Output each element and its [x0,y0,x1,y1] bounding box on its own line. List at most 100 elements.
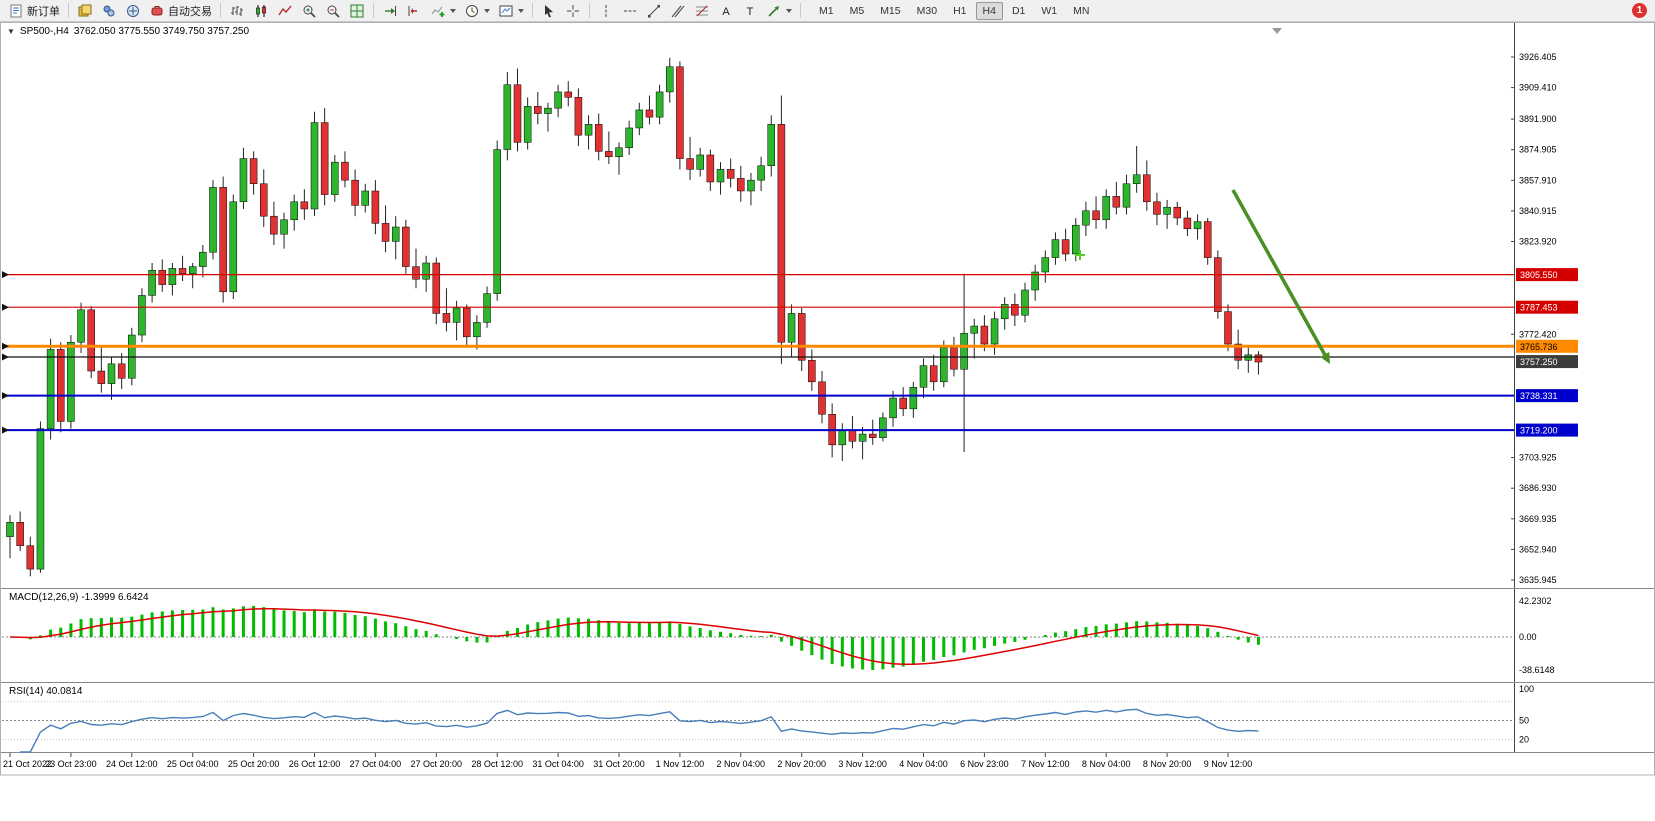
rsi-axis-label: 100 [1519,684,1534,694]
channel-tool-button[interactable] [666,1,690,21]
trendline-tool-button[interactable] [642,1,666,21]
candle [493,149,501,294]
separator [68,3,69,18]
template-icon [498,3,514,19]
periods-button[interactable] [460,1,494,21]
vertical-line-tool-button[interactable] [594,1,618,21]
chart-title: ▼ SP500-,H4 3762.050 3775.550 3749.750 3… [7,26,249,37]
price-badge [1516,268,1578,282]
candle [503,84,512,150]
candle [36,428,45,570]
notification-badge[interactable]: 1 [1632,3,1647,18]
price-badge [1516,355,1578,369]
candle [97,370,106,384]
timeframe-h4-button[interactable]: H4 [975,1,1003,20]
timeframe-group: M1 M5 M15 M30 H1 H4 D1 W1 MN [811,1,1097,20]
text-tool-button[interactable]: A [714,1,738,21]
candle [1143,174,1151,203]
market-watch-button[interactable] [73,1,97,21]
cursor-tool-button[interactable] [537,1,561,21]
navigator-button[interactable] [121,1,145,21]
candle [1112,196,1121,208]
candle [686,158,694,170]
macd-axis-label: 42.2302 [1519,596,1552,606]
timeframe-m30-button[interactable]: M30 [916,4,938,17]
timeframe-mn-button[interactable]: MN [1073,4,1090,17]
candle [199,251,207,267]
candle [1102,196,1110,221]
bar-chart-mode-button[interactable] [225,1,249,21]
timeframe-h1-button[interactable]: H1 [953,4,967,17]
candle [1092,210,1100,221]
fibonacci-tool-button[interactable] [690,1,714,21]
crosshair-tool-button[interactable] [561,1,585,21]
algo-trading-button[interactable]: 自动交易 [145,1,216,21]
candle [889,397,897,419]
collapse-chart-icon[interactable]: ▼ [7,27,15,36]
label-tool-button[interactable]: T [738,1,762,21]
time-axis-label: 2 Nov 20:00 [777,759,826,769]
trend-arrow-object[interactable] [1231,189,1329,360]
plus-marker-object[interactable] [1075,250,1085,260]
arrows-tool-button[interactable] [762,1,796,21]
candle [1011,304,1019,316]
crosshair-icon [565,3,581,19]
price-badge-label: 3719.200 [1520,426,1558,436]
toolbar: 新订单 自动交易 [0,0,1655,22]
svg-text:A: A [722,6,730,18]
candle [940,347,948,383]
chart-shift-marker-icon[interactable] [1272,28,1282,34]
candle [178,268,187,275]
timeframe-m5-button[interactable]: M5 [849,4,865,17]
price-axis[interactable]: 3926.405 3909.410 3891.900 3874.905 3857.910… [1511,52,1578,585]
chart-symbol-period: SP500-,H4 [19,26,69,37]
candle [260,183,268,217]
candle [138,295,146,336]
candle [77,309,85,343]
zoom-out-button[interactable] [321,1,345,21]
candle [331,161,339,195]
arrows-dropdown-icon [786,8,792,13]
price-axis-label: 3926.405 [1519,52,1557,62]
candle [980,325,989,345]
candles-layer [6,57,1263,577]
templates-button[interactable] [494,1,528,21]
candle [1224,311,1232,345]
candle [1183,217,1192,230]
candle [747,179,755,192]
chart-shift-button[interactable] [402,1,426,21]
price-axis-label: 3686.930 [1519,483,1557,493]
candle [706,154,715,183]
indicators-button[interactable] [426,1,460,21]
candle [412,266,420,280]
timeframe-w1-button[interactable]: W1 [1041,4,1058,17]
timeframe-m1-button[interactable]: M1 [819,4,834,17]
price-badge-label: 3757.250 [1520,357,1558,367]
trendline-icon [646,3,662,19]
candle [1214,257,1222,312]
tile-windows-button[interactable] [345,1,369,21]
price-axis-label: 3772.420 [1519,329,1557,339]
new-order-button[interactable]: 新订单 [4,1,64,21]
candle [858,433,867,442]
timeframe-m15-button[interactable]: M15 [880,4,901,17]
zoom-in-button[interactable] [297,1,321,21]
line-chart-mode-button[interactable] [273,1,297,21]
candle [6,522,14,537]
data-window-button[interactable] [97,1,121,21]
candle [290,201,298,221]
candlestick-mode-button[interactable] [249,1,273,21]
time-axis-label: 8 Nov 04:00 [1082,759,1131,769]
horizontal-line-tool-button[interactable] [618,1,642,21]
algo-trading-icon [149,3,165,19]
auto-scroll-button[interactable] [378,1,402,21]
timeframe-d1-button[interactable]: D1 [1011,4,1026,17]
candle [1254,354,1263,363]
candle [564,91,572,98]
chart-shift-icon [406,3,422,19]
candle [584,124,593,136]
vertical-line-icon [598,3,614,19]
candle [300,201,309,210]
